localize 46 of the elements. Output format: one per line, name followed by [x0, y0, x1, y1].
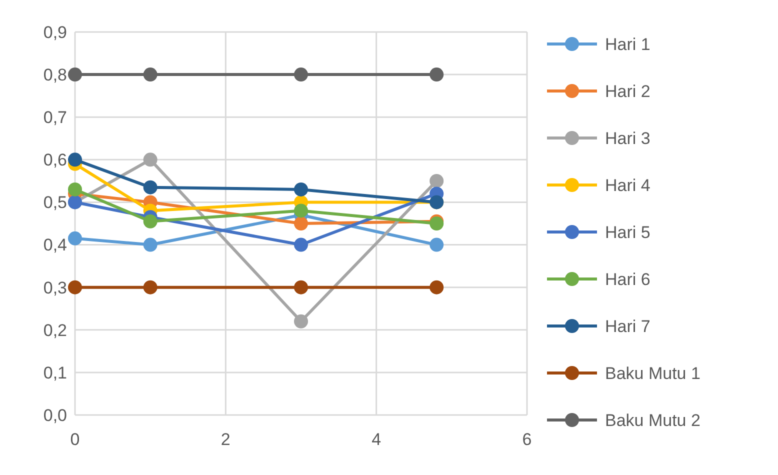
y-tick-label: 0,7 — [43, 108, 67, 128]
point — [294, 204, 308, 218]
point — [294, 280, 308, 294]
point — [294, 314, 308, 328]
point — [143, 152, 158, 167]
x-tick-label: 2 — [220, 430, 230, 449]
point — [68, 182, 82, 196]
y-tick-label: 0,1 — [43, 363, 67, 382]
point — [68, 68, 82, 82]
point — [143, 280, 158, 294]
point — [143, 214, 158, 228]
legend-label: Baku Mutu 1 — [605, 364, 700, 383]
y-tick-label: 0,5 — [43, 193, 67, 212]
y-tick-label: 0,2 — [43, 320, 67, 340]
point — [68, 152, 82, 167]
legend-label: Hari 3 — [605, 128, 650, 148]
point — [68, 231, 82, 246]
legend-label: Hari 6 — [605, 270, 650, 289]
point — [430, 280, 444, 294]
y-tick-label: 0,9 — [43, 22, 67, 42]
point — [430, 174, 444, 188]
y-tick-label: 0,0 — [43, 406, 67, 425]
x-tick-label: 6 — [522, 430, 532, 449]
point — [294, 216, 308, 230]
point — [294, 182, 308, 196]
legend-label: Hari 7 — [605, 316, 650, 336]
point — [143, 68, 158, 82]
legend-label: Hari 5 — [605, 222, 650, 242]
point — [294, 68, 308, 82]
legend-label: Baku Mutu 2 — [605, 410, 700, 430]
x-tick-label: 4 — [372, 430, 382, 449]
y-tick-label: 0,4 — [43, 236, 67, 255]
y-tick-label: 0,3 — [43, 278, 67, 298]
y-tick-label: 0,8 — [43, 66, 67, 85]
point — [430, 68, 444, 82]
point — [143, 180, 158, 194]
legend-label: Hari 1 — [605, 34, 650, 54]
point — [143, 238, 158, 252]
x-tick-label: 0 — [70, 430, 80, 449]
point — [68, 280, 82, 294]
point — [430, 216, 444, 230]
point — [430, 238, 444, 252]
y-tick-label: 0,6 — [43, 150, 67, 170]
legend-label: Hari 2 — [605, 82, 650, 101]
legend-label: Hari 4 — [605, 176, 650, 195]
point — [294, 238, 308, 252]
